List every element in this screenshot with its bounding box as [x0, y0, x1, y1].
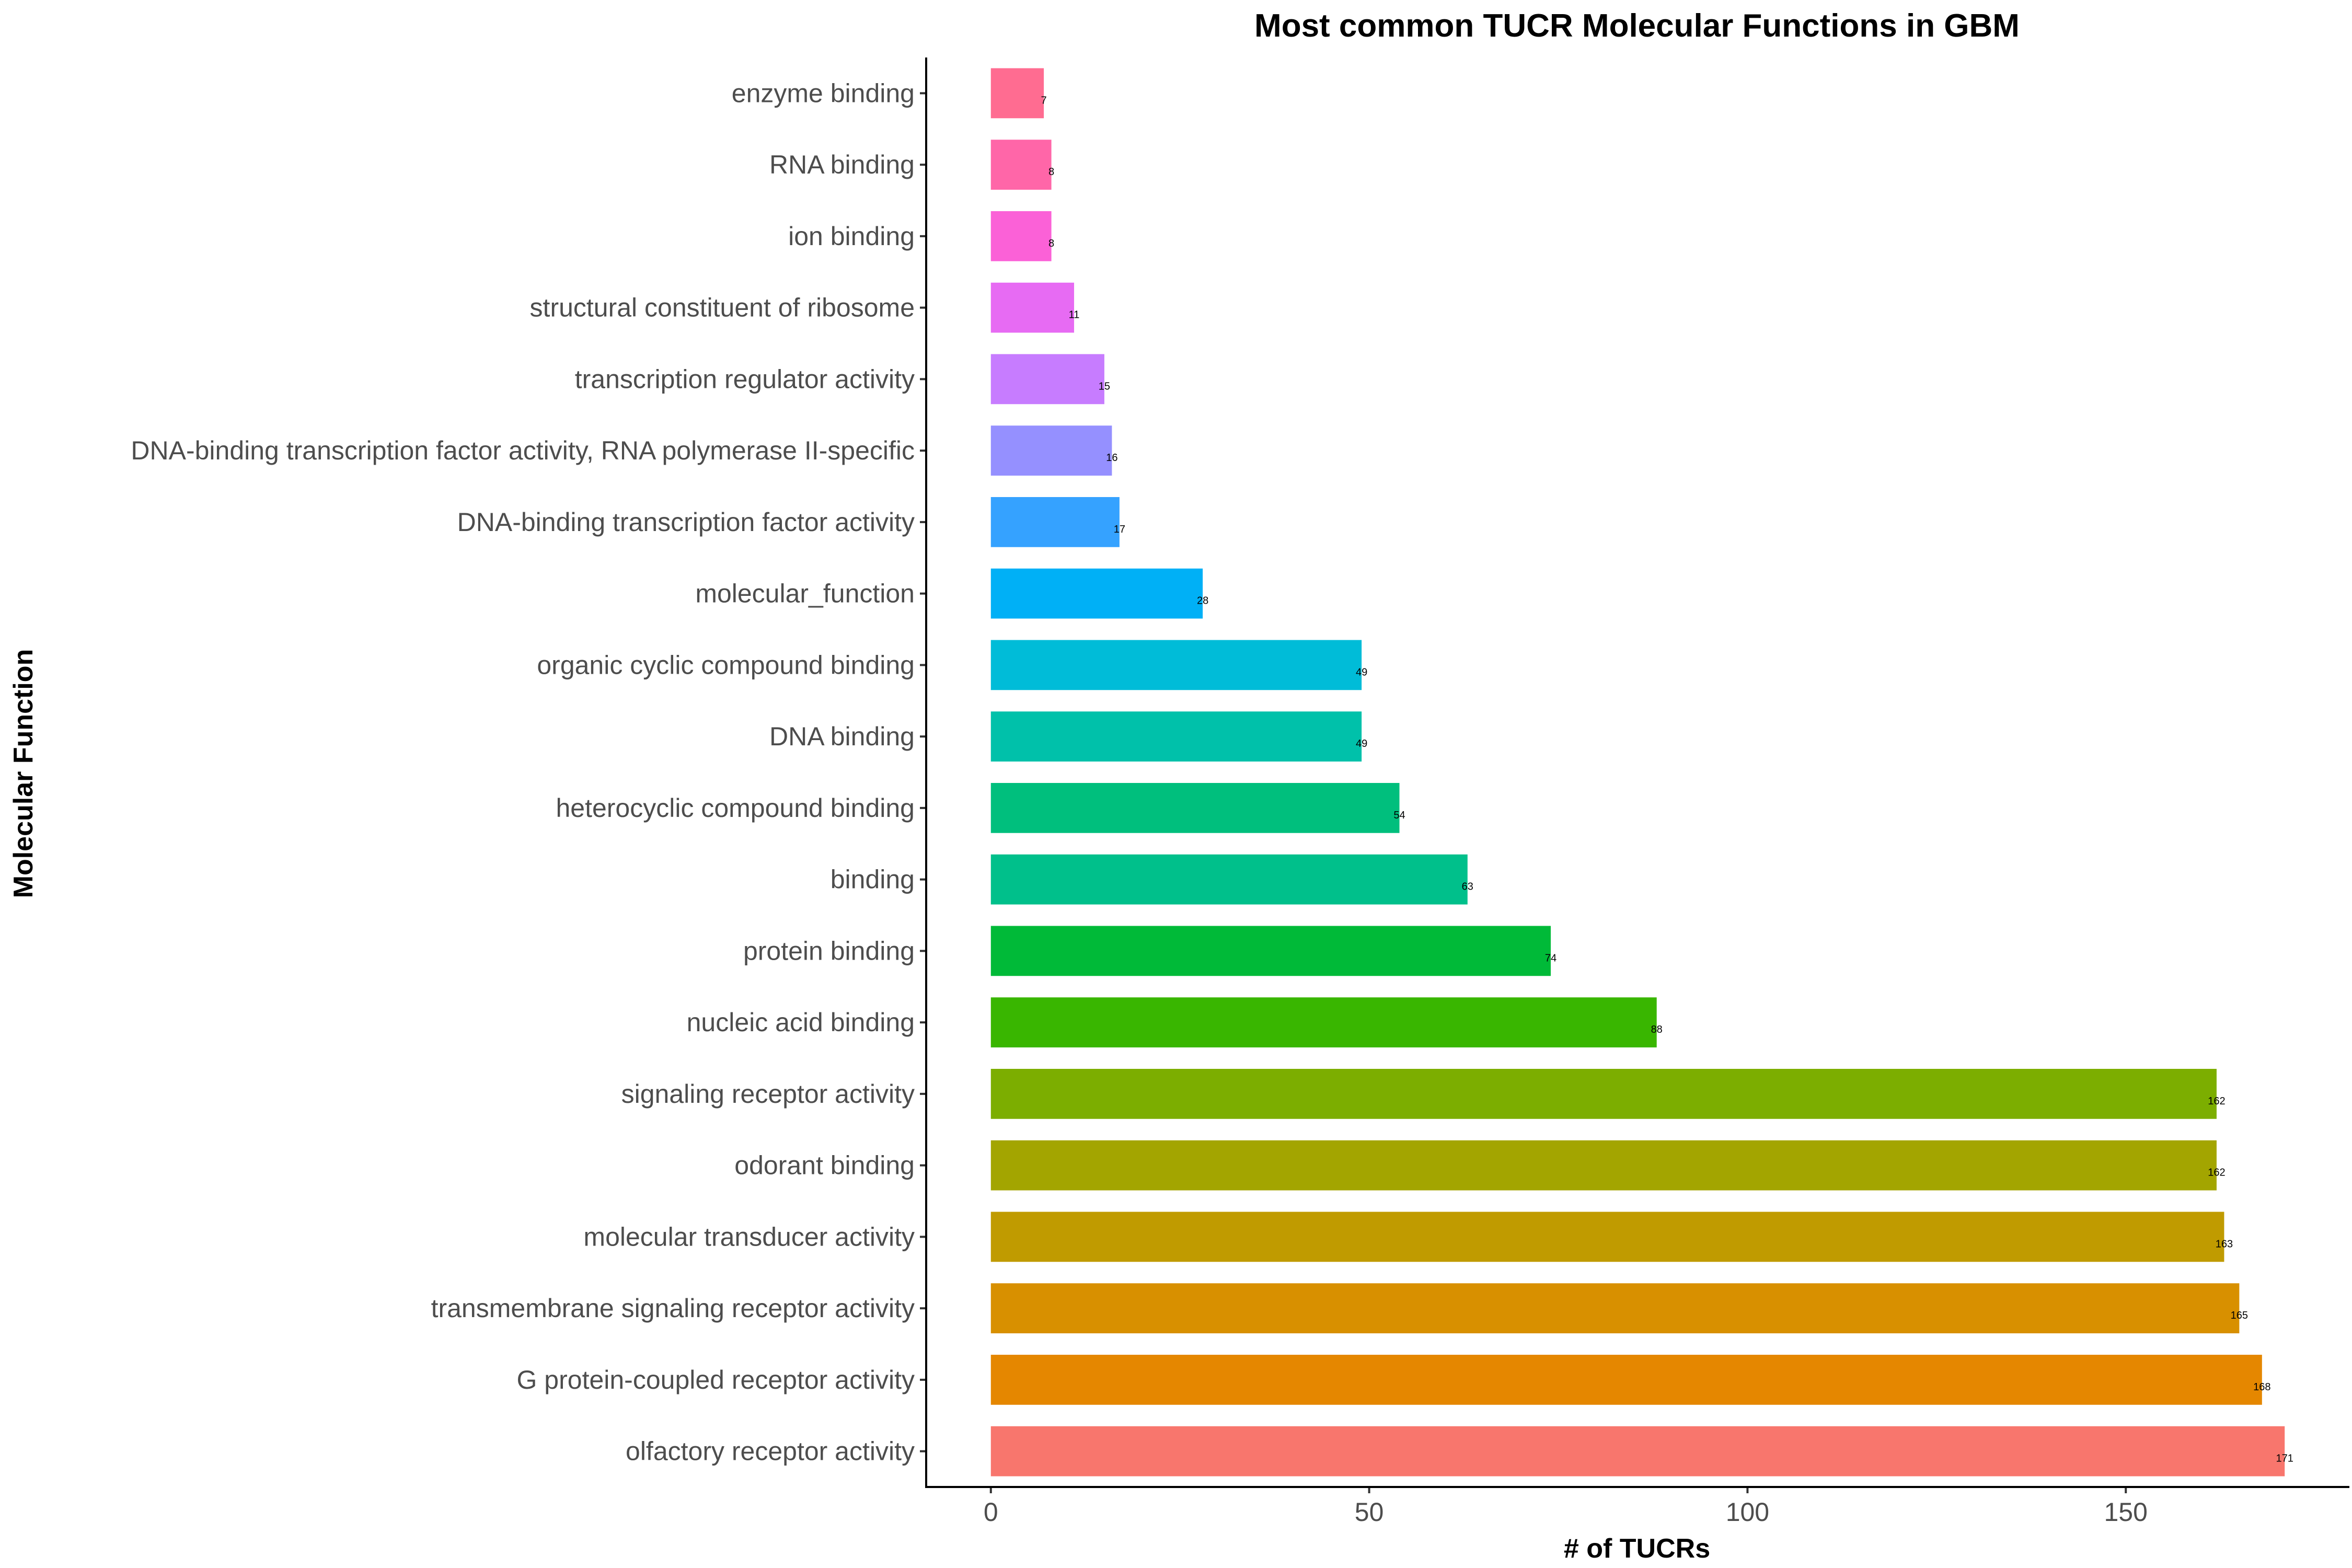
category-label: odorant binding — [734, 1151, 915, 1180]
x-axis-title: # of TUCRs — [1564, 1534, 1710, 1564]
value-label: 171 — [2276, 1453, 2293, 1465]
value-label: 11 — [1069, 309, 1080, 321]
value-label: 88 — [1651, 1024, 1663, 1035]
bar — [990, 282, 1075, 333]
bar — [990, 1426, 2285, 1477]
bar — [990, 354, 1104, 405]
bar — [990, 68, 1044, 119]
bar — [990, 1069, 2217, 1119]
bar — [990, 640, 1362, 690]
x-ticks-group: 0 50 100 150 — [984, 1487, 2148, 1527]
value-label: 63 — [1462, 881, 1473, 893]
bars-group — [990, 68, 2285, 1477]
bar — [990, 854, 1468, 905]
x-tick-label: 100 — [1726, 1497, 1769, 1527]
bar — [990, 1212, 2224, 1262]
category-label: binding — [831, 865, 915, 894]
value-label: 16 — [1106, 452, 1117, 464]
category-label: transcription regulator activity — [575, 364, 915, 394]
value-label: 162 — [2208, 1096, 2225, 1107]
bar — [990, 926, 1551, 976]
category-label: RNA binding — [769, 150, 915, 179]
value-label: 163 — [2216, 1238, 2233, 1250]
value-label: 28 — [1197, 595, 1208, 607]
category-labels-group: enzyme binding RNA binding ion binding stru… — [131, 78, 926, 1466]
bar — [990, 783, 1400, 833]
value-label: 8 — [1048, 238, 1054, 249]
value-label: 7 — [1041, 95, 1047, 106]
x-tick-label: 0 — [984, 1497, 998, 1527]
category-label: nucleic acid binding — [687, 1008, 915, 1037]
x-tick-label: 150 — [2104, 1497, 2148, 1527]
value-label: 54 — [1393, 810, 1405, 821]
bar — [990, 1355, 2262, 1405]
value-label: 17 — [1114, 524, 1125, 535]
value-label: 49 — [1356, 738, 1367, 750]
bar — [990, 568, 1203, 619]
value-label: 8 — [1048, 166, 1054, 178]
bar — [990, 497, 1120, 547]
category-label: molecular_function — [695, 579, 915, 608]
category-label: DNA-binding transcription factor activit… — [457, 508, 915, 537]
value-label: 15 — [1099, 381, 1110, 392]
category-label: G protein-coupled receptor activity — [517, 1365, 915, 1394]
category-label: DNA-binding transcription factor activit… — [131, 436, 915, 465]
category-label: heterocyclic compound binding — [556, 793, 915, 823]
bar — [990, 211, 1052, 261]
category-label: organic cyclic compound binding — [537, 650, 915, 679]
category-label: structural constituent of ribosome — [530, 293, 915, 322]
bar — [990, 997, 1657, 1047]
bar — [990, 1140, 2217, 1191]
value-label: 168 — [2253, 1381, 2270, 1393]
category-label: enzyme binding — [732, 78, 915, 108]
category-label: signaling receptor activity — [621, 1079, 915, 1109]
category-label: olfactory receptor activity — [626, 1437, 915, 1466]
value-label: 165 — [2231, 1310, 2248, 1321]
y-axis-title: Molecular Function — [8, 649, 39, 898]
value-labels-group: 7881115161728494954637488162162163165168… — [1041, 95, 2293, 1464]
category-label: molecular transducer activity — [583, 1222, 915, 1251]
bar — [990, 711, 1362, 762]
value-label: 49 — [1356, 666, 1367, 678]
value-label: 74 — [1545, 952, 1557, 964]
bar — [990, 140, 1052, 190]
category-label: ion binding — [788, 222, 915, 251]
bar — [990, 1283, 2240, 1333]
category-label: DNA binding — [769, 722, 915, 751]
x-tick-label: 50 — [1355, 1497, 1384, 1527]
category-label: transmembrane signaling receptor activit… — [431, 1294, 915, 1323]
bar — [990, 425, 1112, 476]
chart-title: Most common TUCR Molecular Functions in … — [1254, 8, 2020, 44]
category-label: protein binding — [743, 936, 915, 965]
value-label: 162 — [2208, 1167, 2225, 1179]
